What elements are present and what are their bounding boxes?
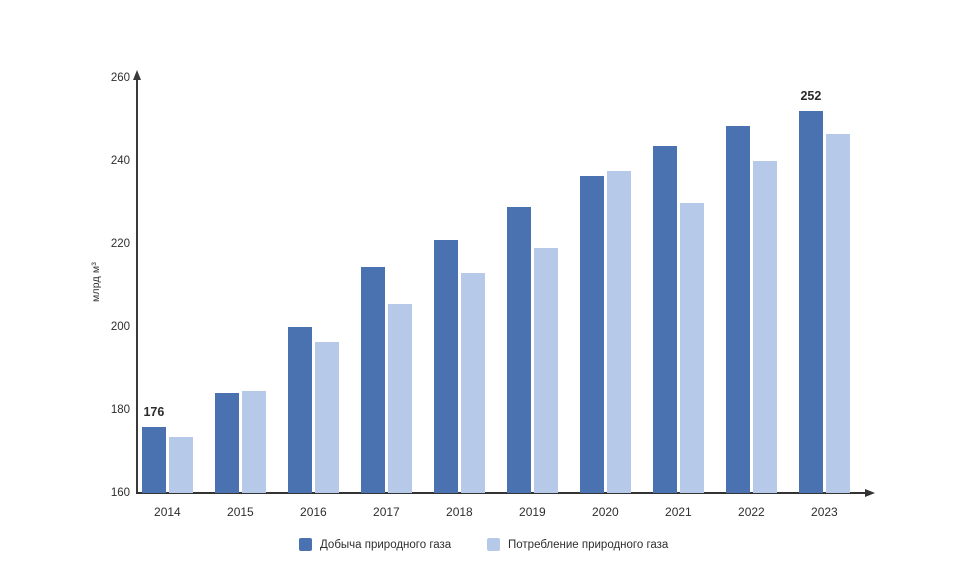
x-tick-label-2023: 2023 bbox=[811, 505, 838, 519]
bar-value-label: 252 bbox=[800, 89, 822, 104]
x-tick-label-2022: 2022 bbox=[738, 505, 765, 519]
y-tick-label: 200 bbox=[110, 321, 130, 333]
bar-production-2015 bbox=[214, 393, 239, 493]
y-tick-label: 220 bbox=[110, 238, 130, 250]
x-tick-label-2016: 2016 bbox=[300, 505, 327, 519]
bar-consumption-2022 bbox=[752, 161, 777, 493]
legend-label-consumption: Потребление природного газа bbox=[508, 538, 669, 551]
y-axis-title: млрд м³ bbox=[90, 261, 102, 303]
legend-item-production: Добыча природного газа bbox=[299, 538, 451, 551]
bar-consumption-2018 bbox=[460, 273, 485, 493]
bar-production-2021 bbox=[652, 146, 677, 493]
y-axis-line bbox=[136, 79, 138, 494]
bar-consumption-2015 bbox=[241, 391, 266, 493]
x-axis-line bbox=[136, 492, 866, 494]
bar-consumption-2017 bbox=[387, 304, 412, 493]
y-tick-label: 240 bbox=[110, 155, 130, 167]
x-tick-label-2018: 2018 bbox=[446, 505, 473, 519]
bar-production-2018 bbox=[433, 239, 458, 493]
legend-item-consumption: Потребление природного газа bbox=[487, 538, 668, 551]
y-axis-arrow-icon bbox=[132, 70, 141, 80]
bar-consumption-2021 bbox=[679, 202, 704, 493]
bar-production-2016 bbox=[287, 327, 312, 493]
y-tick-label: 160 bbox=[110, 487, 130, 499]
bar-consumption-2020 bbox=[606, 171, 631, 493]
bar-production-2014 bbox=[141, 426, 166, 493]
bar-production-2019 bbox=[506, 206, 531, 493]
legend-swatch-consumption bbox=[487, 538, 500, 551]
x-tick-label-2017: 2017 bbox=[373, 505, 400, 519]
bar-production-2017 bbox=[360, 266, 385, 493]
bar-consumption-2023 bbox=[825, 134, 850, 493]
legend-swatch-production bbox=[299, 538, 312, 551]
bar-value-label: 176 bbox=[143, 404, 165, 419]
x-tick-label-2021: 2021 bbox=[665, 505, 692, 519]
bar-production-2020 bbox=[579, 175, 604, 493]
bar-consumption-2019 bbox=[533, 248, 558, 493]
x-tick-label-2020: 2020 bbox=[592, 505, 619, 519]
y-tick-label: 260 bbox=[110, 72, 130, 84]
x-tick-label-2019: 2019 bbox=[519, 505, 546, 519]
bar-production-2023 bbox=[798, 111, 823, 493]
legend-label-production: Добыча природного газа bbox=[320, 538, 452, 551]
x-tick-label-2015: 2015 bbox=[227, 505, 254, 519]
x-axis-arrow-icon bbox=[865, 488, 875, 497]
x-tick-label-2014: 2014 bbox=[154, 505, 181, 519]
y-tick-label: 180 bbox=[110, 404, 130, 416]
bar-production-2022 bbox=[725, 125, 750, 493]
bar-consumption-2014 bbox=[168, 436, 193, 493]
bar-consumption-2016 bbox=[314, 341, 339, 493]
